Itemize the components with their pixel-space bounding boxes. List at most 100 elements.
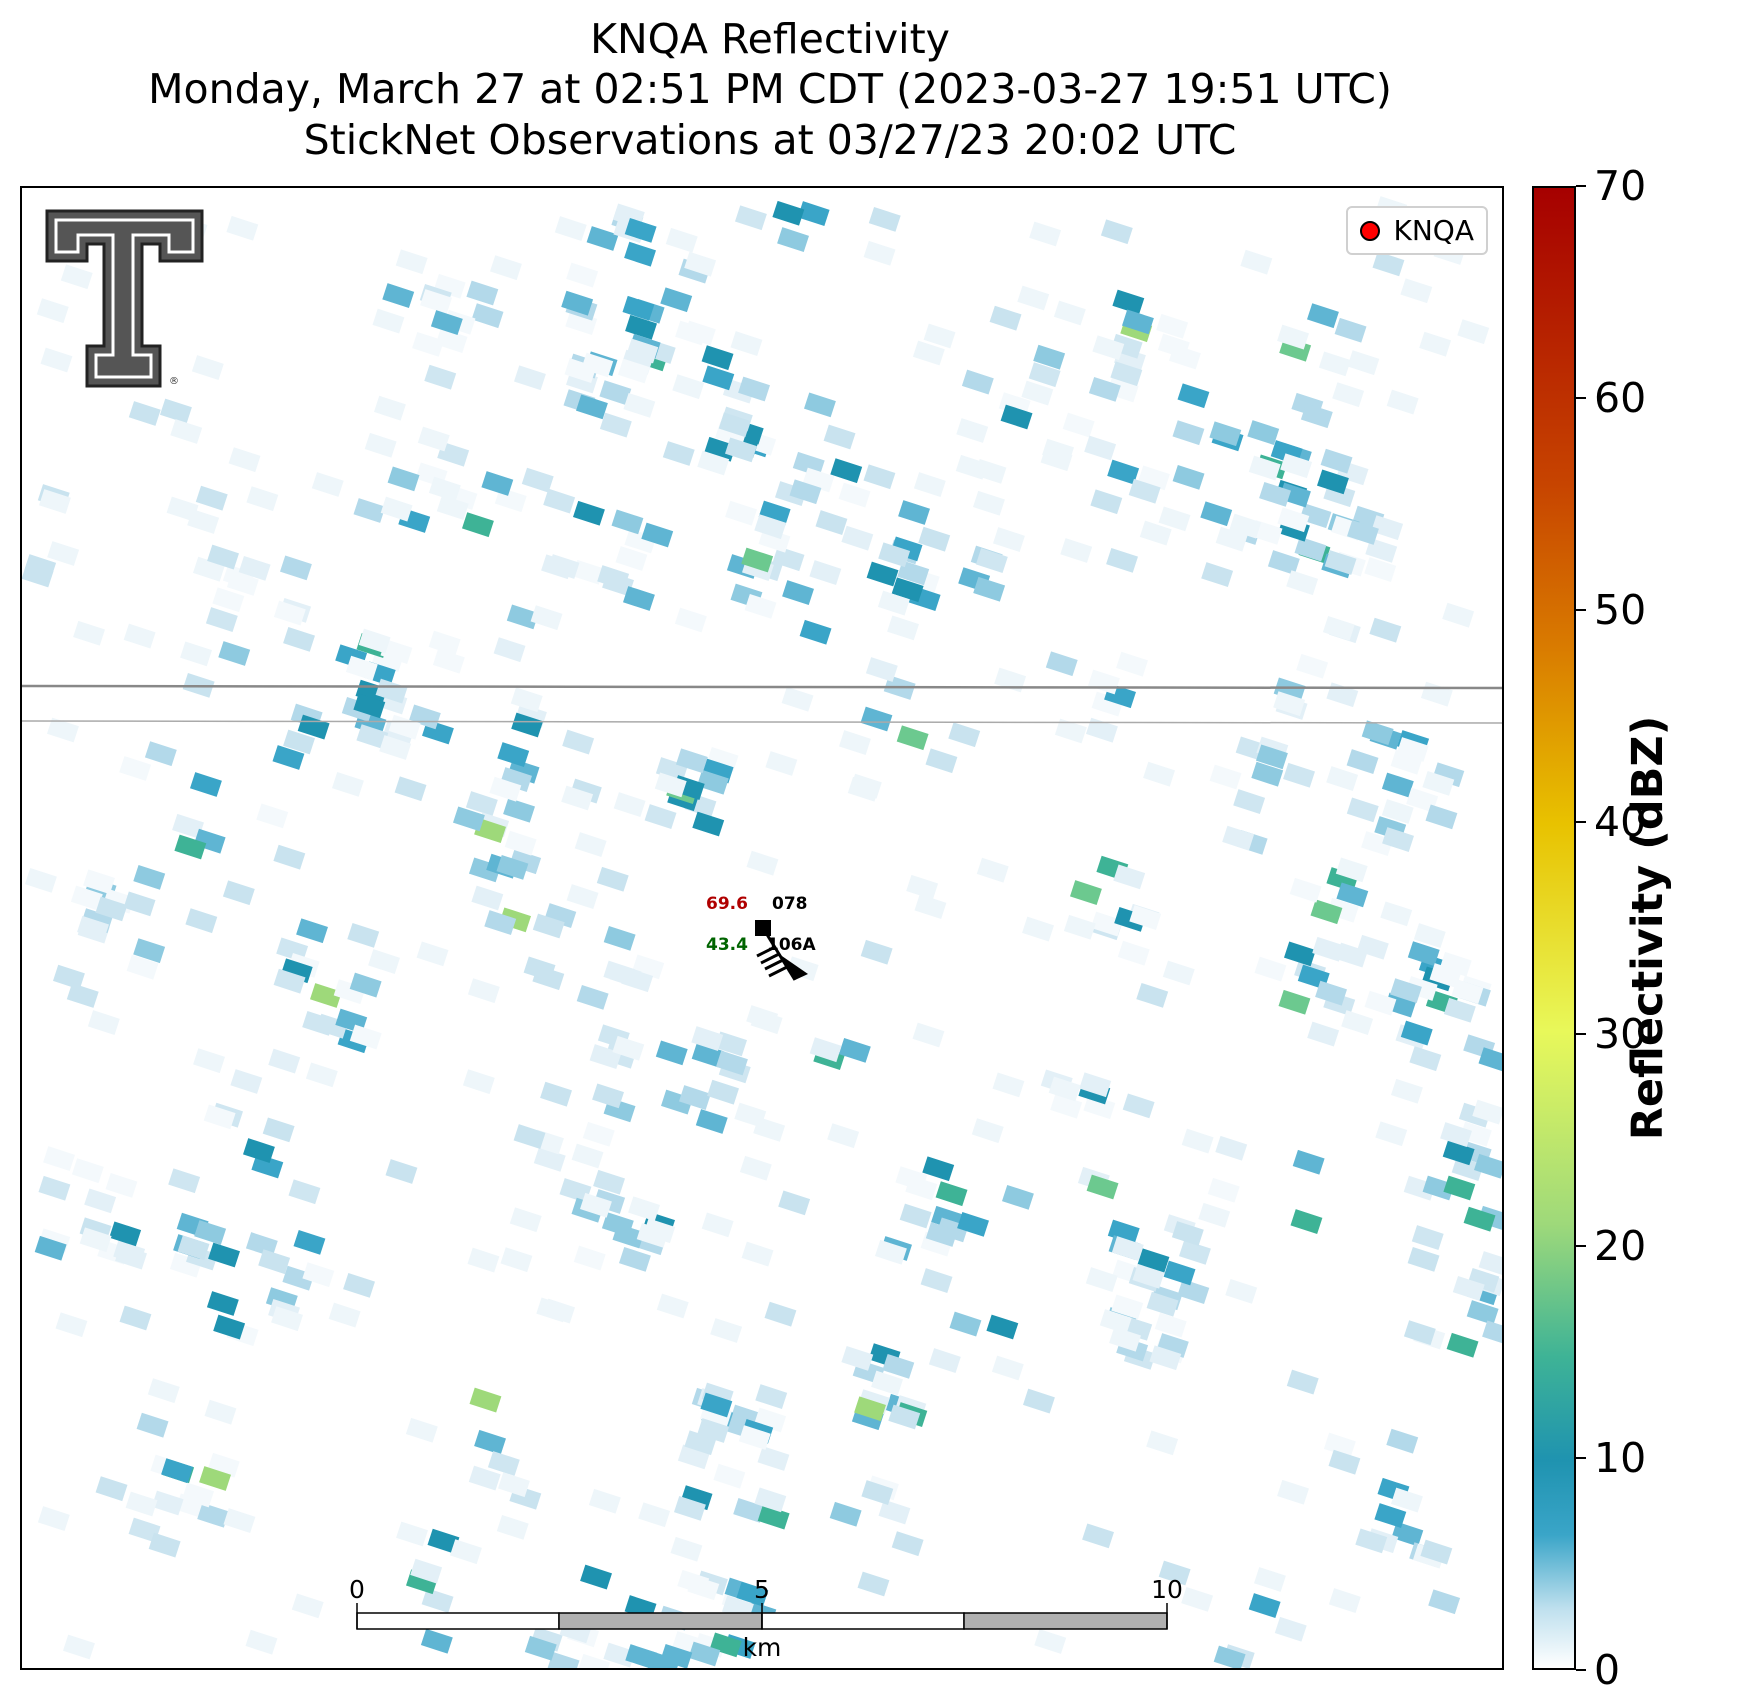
reflectivity-bin bbox=[1106, 547, 1138, 573]
reflectivity-bin bbox=[582, 1121, 615, 1147]
reflectivity-bin bbox=[1034, 1629, 1067, 1654]
reflectivity-bin bbox=[39, 489, 71, 514]
reflectivity-bin bbox=[696, 769, 729, 795]
reflectivity-bin bbox=[84, 1188, 117, 1214]
reflectivity-bin bbox=[197, 1502, 230, 1528]
reflectivity-bin bbox=[1177, 1279, 1210, 1304]
reflectivity-bin bbox=[1328, 1449, 1361, 1475]
reflectivity-bin bbox=[1381, 799, 1414, 824]
reflectivity-bin bbox=[223, 1508, 256, 1533]
reflectivity-bin bbox=[603, 1642, 636, 1668]
reflectivity-bin bbox=[1386, 389, 1419, 415]
reflectivity-bin bbox=[251, 1153, 284, 1179]
reflectivity-bin bbox=[757, 1504, 790, 1530]
reflectivity-bin bbox=[754, 514, 787, 540]
reflectivity-bin bbox=[1374, 1503, 1407, 1528]
reflectivity-bin bbox=[368, 949, 400, 974]
reflectivity-bin bbox=[424, 364, 457, 390]
reflectivity-bin bbox=[641, 522, 674, 548]
reflectivity-bin bbox=[511, 712, 544, 738]
reflectivity-bin bbox=[918, 526, 951, 552]
radar-map[interactable]: 69.6 078 43.4 106A 0 5 10 bbox=[20, 186, 1504, 1670]
reflectivity-bin bbox=[925, 748, 958, 774]
reflectivity-bin bbox=[1233, 789, 1266, 814]
reflectivity-bin bbox=[311, 472, 344, 497]
reflectivity-bin bbox=[435, 328, 468, 353]
reflectivity-bin bbox=[877, 590, 910, 616]
reflectivity-bin bbox=[1181, 1586, 1214, 1612]
reflectivity-bin bbox=[1346, 797, 1379, 823]
reflectivity-bin bbox=[1300, 403, 1333, 429]
reflectivity-bin bbox=[754, 1487, 787, 1513]
reflectivity-bin bbox=[481, 471, 514, 496]
reflectivity-bin bbox=[573, 1245, 606, 1271]
reflectivity-bin bbox=[1425, 804, 1458, 830]
reflectivity-bin bbox=[1090, 911, 1123, 937]
reflectivity-bin bbox=[741, 547, 774, 573]
reflectivity-bin bbox=[71, 1158, 104, 1184]
reflectivity-bin bbox=[1000, 404, 1033, 430]
reflectivity-bin bbox=[1443, 997, 1476, 1023]
reflectivity-bin bbox=[1156, 313, 1189, 339]
reflectivity-bin bbox=[123, 891, 156, 917]
reflectivity-bin bbox=[126, 954, 159, 980]
reflectivity-bin bbox=[547, 1651, 580, 1668]
reflectivity-bin bbox=[349, 972, 382, 998]
reflectivity-bin bbox=[611, 509, 644, 535]
reflectivity-bin bbox=[1478, 1251, 1502, 1276]
reflectivity-bin bbox=[707, 1079, 739, 1105]
reflectivity-bin bbox=[328, 1302, 361, 1328]
reflectivity-bin bbox=[1267, 550, 1300, 575]
reflectivity-bin bbox=[87, 1010, 120, 1035]
colorbar-tick bbox=[1576, 1669, 1586, 1671]
reflectivity-bin bbox=[913, 472, 946, 497]
reflectivity-bin bbox=[660, 1643, 693, 1668]
reflectivity-bin bbox=[256, 803, 289, 829]
reflectivity-bin bbox=[471, 885, 504, 911]
reflectivity-bin bbox=[428, 630, 461, 656]
reflectivity-bin bbox=[827, 1123, 860, 1149]
reflectivity-bin bbox=[799, 619, 832, 645]
reflectivity-bin bbox=[1229, 513, 1262, 539]
sticknet-station-106A[interactable]: 69.6 078 43.4 106A bbox=[706, 894, 816, 981]
reflectivity-bin bbox=[125, 1491, 158, 1517]
reflectivity-bin bbox=[734, 1102, 767, 1128]
reflectivity-bin bbox=[961, 369, 994, 395]
reflectivity-bin bbox=[374, 395, 406, 421]
reflectivity-bin bbox=[1054, 718, 1087, 744]
reflectivity-bin bbox=[204, 1399, 237, 1425]
reflectivity-bin bbox=[332, 771, 364, 797]
reflectivity-bin bbox=[625, 314, 657, 340]
reflectivity-bin bbox=[412, 331, 444, 357]
reflectivity-bin bbox=[861, 1480, 894, 1505]
reflectivity-bin bbox=[912, 340, 945, 366]
reflectivity-bin bbox=[871, 1370, 903, 1396]
reflectivity-bin bbox=[700, 1392, 733, 1418]
reflectivity-bin bbox=[1154, 1312, 1187, 1338]
reflectivity-bin bbox=[571, 1143, 604, 1169]
reflectivity-bin bbox=[923, 323, 956, 349]
reflectivity-bin bbox=[40, 347, 73, 373]
reflectivity-bin bbox=[1391, 1487, 1423, 1513]
reflectivity-bin bbox=[356, 724, 389, 750]
reflectivity-bin bbox=[935, 1181, 968, 1207]
reflectivity-bin bbox=[1128, 478, 1161, 504]
reflectivity-bin bbox=[797, 201, 830, 226]
reflectivity-bin bbox=[1247, 420, 1280, 445]
reflectivity-bin bbox=[1116, 651, 1148, 677]
reflectivity-bin bbox=[133, 864, 166, 890]
reflectivity-bin bbox=[1440, 1122, 1472, 1147]
reflectivity-bin bbox=[119, 756, 152, 781]
reflectivity-bin bbox=[1318, 351, 1351, 377]
reflectivity-bin bbox=[203, 1104, 236, 1130]
reflectivity-bin bbox=[504, 830, 537, 856]
reflectivity-bin bbox=[1040, 446, 1073, 472]
reflectivity-bin bbox=[1112, 289, 1145, 315]
reflectivity-bin bbox=[868, 206, 901, 232]
reflectivity-bin bbox=[83, 869, 115, 895]
reflectivity-bin bbox=[128, 1517, 161, 1543]
reflectivity-bin bbox=[1413, 923, 1446, 948]
reflectivity-bin bbox=[1419, 331, 1452, 357]
reflectivity-bin bbox=[1222, 825, 1255, 851]
reflectivity-bin bbox=[489, 776, 522, 802]
